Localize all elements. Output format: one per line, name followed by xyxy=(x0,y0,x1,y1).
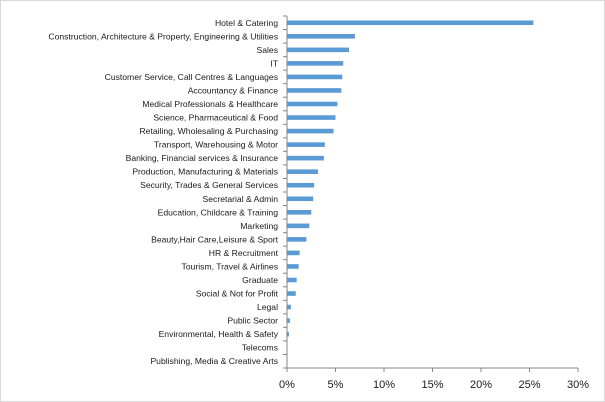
category-label: Banking, Financial services & Insurance xyxy=(126,153,279,163)
category-label: Construction, Architecture & Property, E… xyxy=(48,31,278,41)
bar xyxy=(287,196,314,202)
category-label: Tourism, Travel & Airlines xyxy=(182,261,278,271)
category-label: HR & Recruitment xyxy=(209,248,279,258)
bar xyxy=(287,264,299,269)
bar xyxy=(287,61,344,66)
x-tick-label: 30% xyxy=(567,379,589,391)
category-label: Production, Manufacturing & Materials xyxy=(132,167,278,177)
tick-labels-group: 0% 5% 10% 15% 20% 25% 30% xyxy=(279,379,589,391)
category-label: Retailing, Wholesaling & Purchasing xyxy=(139,126,278,136)
bar xyxy=(287,291,296,296)
category-label: Security, Trades & General Services xyxy=(140,180,278,190)
bar xyxy=(287,74,343,80)
axes-group xyxy=(283,15,579,372)
category-label: Marketing xyxy=(240,221,278,231)
x-tick-label: 25% xyxy=(518,379,540,391)
category-label: Social & Not for Profit xyxy=(196,289,279,299)
bar xyxy=(287,128,334,134)
category-labels-group: Hotel & Catering Construction, Architectu… xyxy=(48,18,278,366)
bar xyxy=(287,331,289,337)
category-label: Transport, Warehousing & Motor xyxy=(154,140,278,150)
bar xyxy=(287,182,315,188)
category-label: Accountancy & Finance xyxy=(188,85,279,95)
category-label: Public Sector xyxy=(227,316,278,326)
bar xyxy=(287,223,310,229)
category-label: Hotel & Catering xyxy=(215,18,278,28)
category-label: Environmental, Health & Safety xyxy=(159,329,279,339)
category-label: Science, Pharmaceutical & Food xyxy=(153,113,278,123)
x-tick-label: 5% xyxy=(328,379,344,391)
category-label: Legal xyxy=(257,302,278,312)
bar xyxy=(287,20,534,26)
bar xyxy=(287,88,342,93)
category-label: Telecoms xyxy=(242,343,278,353)
bar xyxy=(287,237,307,242)
bar xyxy=(287,34,355,39)
x-tick-label: 0% xyxy=(279,379,295,391)
bar xyxy=(287,101,338,107)
x-tick-label: 20% xyxy=(470,379,492,391)
category-label: Publishing, Media & Creative Arts xyxy=(150,356,278,366)
bar xyxy=(287,169,319,174)
bar xyxy=(287,318,290,323)
bar xyxy=(287,210,312,215)
category-label: Customer Service, Call Centres & Languag… xyxy=(105,72,278,82)
bar xyxy=(287,250,300,256)
category-label: Medical Professionals & Healthcare xyxy=(142,99,278,109)
bar xyxy=(287,304,291,310)
x-tick-label: 15% xyxy=(421,379,443,391)
bar xyxy=(287,47,350,53)
bars-group xyxy=(287,20,534,350)
x-tick-label: 10% xyxy=(373,379,395,391)
category-label: Beauty,Hair Care,Leisure & Sport xyxy=(151,234,279,244)
bar xyxy=(287,277,297,283)
bar xyxy=(287,142,325,147)
category-label: Education, Childcare & Training xyxy=(158,207,279,217)
category-label: Graduate xyxy=(242,275,278,285)
bar xyxy=(287,155,324,161)
category-label: Sales xyxy=(257,45,279,55)
category-label: Secretarial & Admin xyxy=(203,194,279,204)
bar xyxy=(287,115,336,120)
category-label: IT xyxy=(270,58,278,68)
